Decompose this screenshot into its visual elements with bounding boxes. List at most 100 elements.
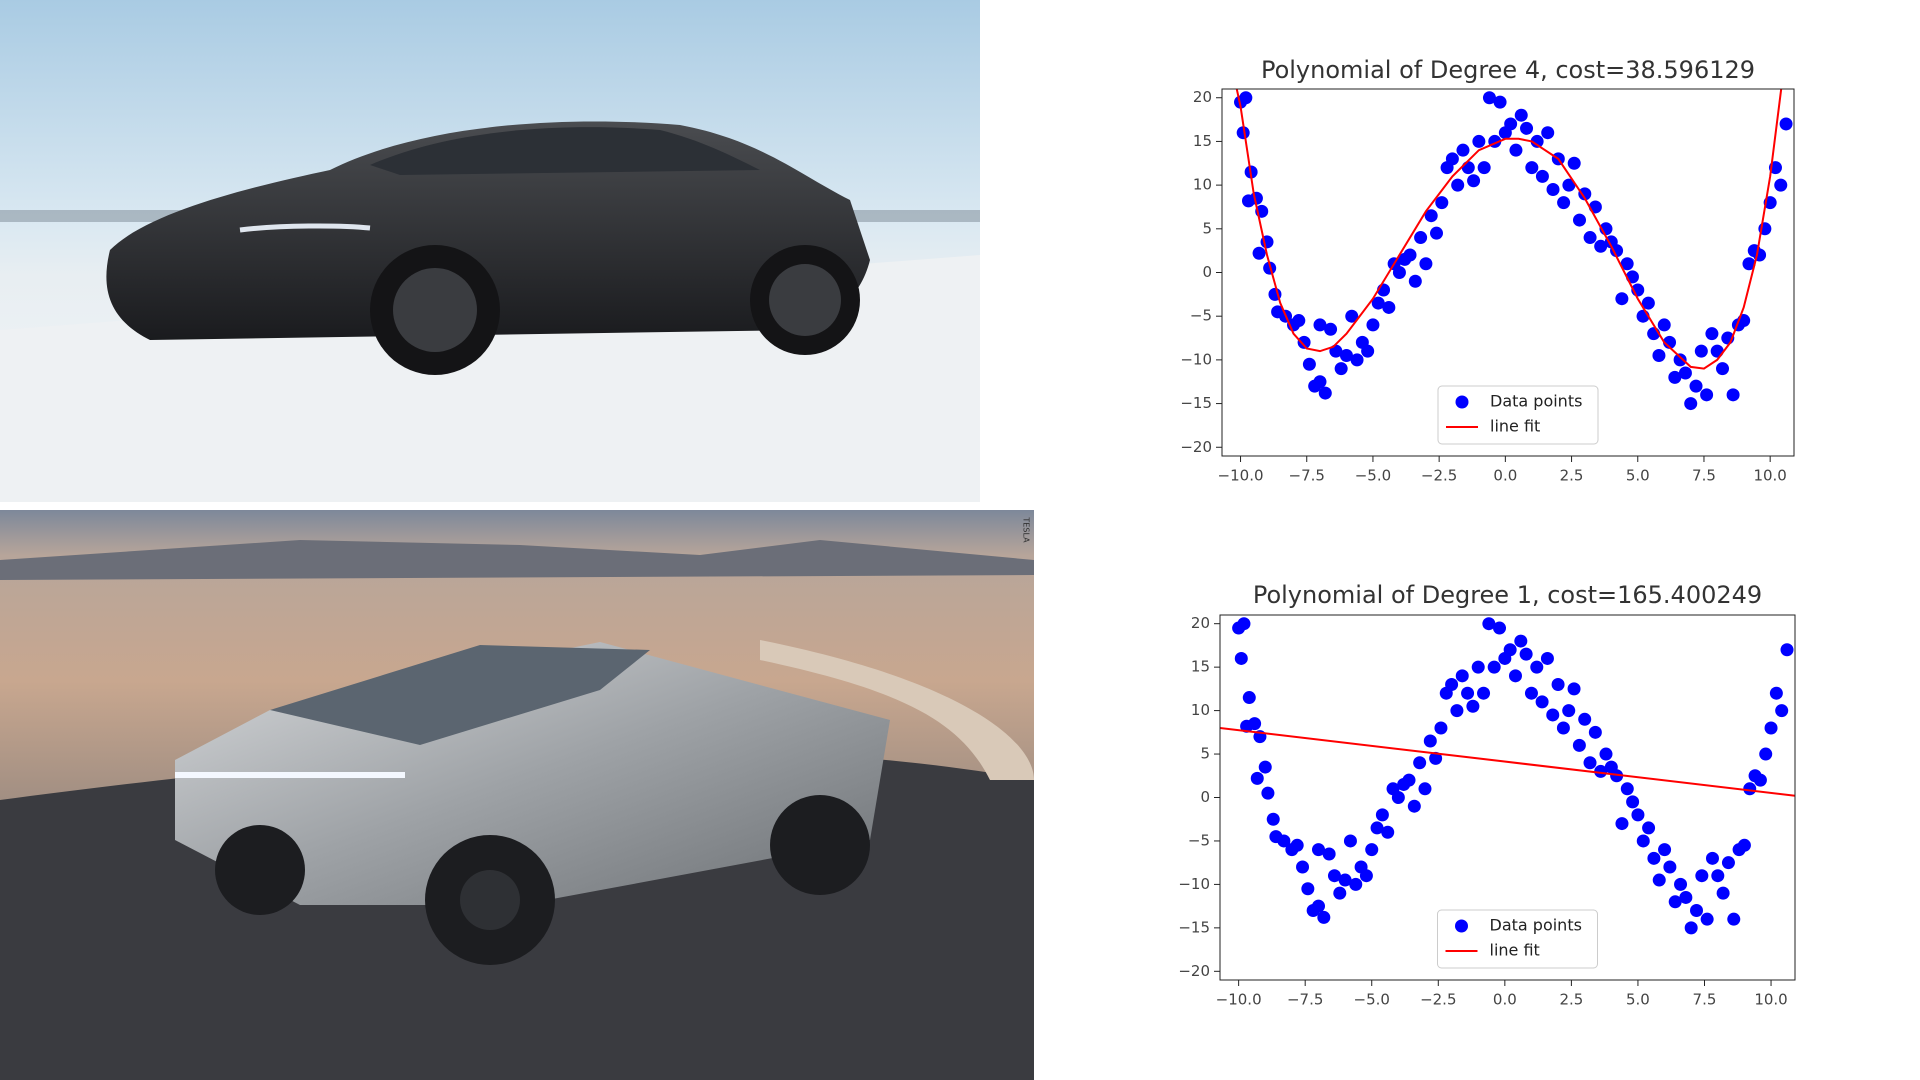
- legend-box: [1437, 909, 1598, 969]
- data-point: [1250, 771, 1264, 785]
- data-point: [1334, 362, 1348, 376]
- y-tick-label: 20: [1193, 88, 1212, 106]
- data-point: [1361, 344, 1375, 358]
- data-point: [1562, 704, 1576, 718]
- data-point: [1678, 366, 1692, 380]
- y-tick-label: −15: [1180, 394, 1212, 412]
- chart-title: Polynomial of Degree 4, cost=38.596129: [1261, 56, 1755, 84]
- data-point: [1573, 213, 1586, 227]
- data-point: [1261, 786, 1275, 800]
- data-point: [1636, 834, 1650, 848]
- data-point: [1292, 314, 1306, 328]
- data-point: [1620, 782, 1634, 796]
- x-tick-label: 7.5: [1693, 991, 1717, 1009]
- data-point: [1562, 178, 1576, 192]
- x-tick-label: −10.0: [1218, 467, 1264, 485]
- data-point: [1673, 353, 1687, 367]
- data-point: [1266, 812, 1280, 826]
- y-tick-label: −10: [1178, 875, 1210, 893]
- data-point: [1710, 344, 1724, 358]
- x-tick-label: −5.0: [1354, 991, 1390, 1009]
- data-point: [1668, 370, 1682, 384]
- legend: Data points line fit: [1437, 909, 1598, 969]
- data-point: [1535, 695, 1549, 709]
- data-point: [1705, 851, 1719, 865]
- data-point: [1684, 397, 1698, 411]
- y-tick-label: 10: [1191, 701, 1210, 719]
- data-point: [1375, 808, 1389, 822]
- data-point: [1631, 808, 1645, 822]
- data-point: [1403, 248, 1417, 262]
- data-point: [1578, 187, 1592, 201]
- data-point: [1493, 95, 1507, 109]
- chart: Polynomial of Degree 4, cost=38.596129 −1…: [1180, 56, 1795, 485]
- x-tick-label: 7.5: [1692, 467, 1716, 485]
- chart-title: Polynomial of Degree 1, cost=165.400249: [1253, 581, 1762, 609]
- data-point: [1296, 860, 1310, 874]
- data-point: [1392, 266, 1406, 279]
- data-point: [1509, 143, 1523, 157]
- data-point: [1339, 349, 1353, 363]
- x-tick-label: 0.0: [1493, 467, 1517, 485]
- data-point: [1236, 126, 1250, 140]
- data-point: [1535, 169, 1549, 183]
- data-point: [1557, 196, 1571, 210]
- data-point: [1359, 869, 1373, 883]
- data-point: [1477, 686, 1491, 700]
- data-point: [1514, 634, 1528, 648]
- data-point: [1743, 782, 1757, 796]
- data-point: [1615, 817, 1629, 831]
- data-point: [1461, 686, 1475, 700]
- data-point: [1541, 126, 1555, 140]
- data-point: [1774, 178, 1788, 192]
- fit-line: [1235, 89, 1783, 370]
- data-point: [1684, 921, 1698, 935]
- data-point: [1318, 386, 1332, 400]
- data-point: [1652, 873, 1666, 887]
- data-point: [1311, 899, 1325, 913]
- data-point: [1414, 231, 1428, 245]
- data-point: [1234, 651, 1248, 665]
- data-point: [1567, 156, 1581, 170]
- data-point: [1716, 362, 1729, 376]
- data-point: [1467, 174, 1481, 188]
- data-point: [1663, 860, 1677, 874]
- data-point: [1418, 782, 1432, 796]
- data-point: [1583, 231, 1597, 245]
- data-point: [1721, 856, 1735, 870]
- y-tick-label: −5: [1190, 307, 1212, 325]
- data-point: [1297, 335, 1311, 349]
- x-tick-label: 2.5: [1560, 467, 1584, 485]
- data-point: [1343, 834, 1357, 848]
- data-point: [1248, 717, 1262, 731]
- data-point: [1503, 643, 1517, 657]
- data-point: [1456, 143, 1470, 157]
- data-point: [1727, 912, 1741, 926]
- data-point: [1711, 869, 1725, 883]
- x-tick-label: −10.0: [1216, 991, 1262, 1009]
- y-tick-label: 0: [1200, 788, 1210, 806]
- data-point: [1700, 388, 1714, 402]
- y-tick-label: 0: [1202, 263, 1212, 281]
- data-point: [1594, 239, 1608, 253]
- data-point: [1338, 873, 1352, 887]
- data-point: [1689, 379, 1703, 393]
- data-point: [1519, 647, 1533, 661]
- x-tick-label: 2.5: [1559, 991, 1583, 1009]
- data-point: [1455, 669, 1469, 683]
- legend-label: line fit: [1490, 941, 1540, 960]
- data-point: [1311, 843, 1325, 857]
- data-point: [1759, 747, 1773, 761]
- data-point: [1333, 886, 1347, 900]
- data-point: [1620, 257, 1634, 271]
- data-point: [1508, 669, 1522, 683]
- data-point: [1451, 178, 1465, 192]
- data-point: [1482, 617, 1496, 631]
- data-point: [1642, 821, 1656, 835]
- data-point: [1365, 843, 1379, 857]
- y-tick-label: −10: [1180, 350, 1212, 368]
- data-point: [1599, 747, 1613, 761]
- photo-cybertruck: TESLA: [0, 510, 1034, 1080]
- data-point: [1679, 890, 1693, 904]
- x-tick-label: −2.5: [1421, 467, 1457, 485]
